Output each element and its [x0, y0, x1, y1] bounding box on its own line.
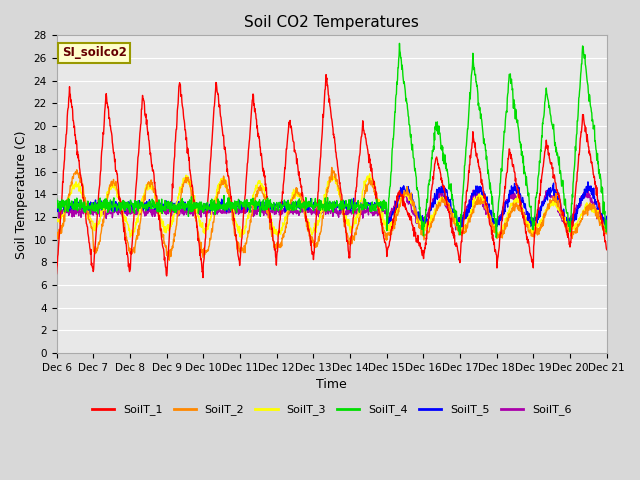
SoilT_3 — [162, 228, 170, 234]
SoilT_5 — [456, 228, 463, 234]
SoilT_1 — [175, 84, 182, 90]
SoilT_6 — [237, 208, 244, 214]
SoilT_3 — [366, 171, 374, 177]
SoilT_2 — [52, 233, 60, 239]
SoilT_1 — [603, 247, 611, 252]
SoilT_5 — [490, 218, 497, 224]
SoilT_2 — [162, 244, 170, 250]
SoilT_1 — [322, 72, 330, 77]
SoilT_4 — [396, 40, 403, 46]
Line: SoilT_5: SoilT_5 — [56, 182, 607, 231]
SoilT_1 — [199, 275, 207, 280]
SoilT_3 — [175, 191, 182, 196]
SoilT_4 — [417, 216, 425, 222]
SoilT_6 — [417, 224, 425, 229]
SoilT_1 — [490, 236, 497, 242]
SoilT_2 — [166, 257, 173, 263]
SoilT_5 — [584, 179, 592, 185]
SoilT_4 — [538, 134, 546, 140]
SoilT_3 — [538, 216, 546, 222]
SoilT_5 — [52, 203, 60, 208]
SoilT_4 — [162, 208, 170, 214]
X-axis label: Time: Time — [316, 378, 347, 392]
SoilT_1 — [237, 246, 244, 252]
SoilT_4 — [237, 199, 244, 205]
SoilT_3 — [237, 234, 245, 240]
SoilT_2 — [418, 225, 426, 230]
SoilT_2 — [538, 224, 546, 229]
SoilT_2 — [237, 244, 244, 250]
Line: SoilT_2: SoilT_2 — [56, 168, 607, 260]
SoilT_5 — [417, 214, 425, 219]
Line: SoilT_6: SoilT_6 — [56, 190, 607, 230]
SoilT_6 — [538, 199, 546, 204]
SoilT_1 — [538, 171, 546, 177]
SoilT_6 — [490, 217, 497, 223]
SoilT_1 — [162, 264, 170, 270]
SoilT_6 — [452, 227, 460, 233]
SoilT_6 — [175, 213, 182, 218]
SoilT_1 — [52, 271, 60, 276]
SoilT_5 — [237, 201, 244, 207]
SoilT_4 — [52, 196, 60, 202]
SoilT_5 — [603, 214, 611, 219]
SoilT_6 — [162, 210, 170, 216]
SoilT_4 — [175, 207, 182, 213]
SoilT_4 — [492, 235, 500, 240]
Line: SoilT_1: SoilT_1 — [56, 74, 607, 277]
SoilT_2 — [328, 165, 335, 170]
SoilT_5 — [538, 202, 545, 207]
Line: SoilT_4: SoilT_4 — [56, 43, 607, 238]
SoilT_6 — [52, 207, 60, 213]
SoilT_3 — [490, 227, 497, 233]
Title: Soil CO2 Temperatures: Soil CO2 Temperatures — [244, 15, 419, 30]
SoilT_6 — [603, 219, 611, 225]
SoilT_2 — [603, 226, 611, 232]
SoilT_1 — [418, 250, 426, 255]
SoilT_5 — [175, 199, 182, 204]
Text: SI_soilco2: SI_soilco2 — [62, 47, 127, 60]
Y-axis label: Soil Temperature (C): Soil Temperature (C) — [15, 130, 28, 259]
SoilT_3 — [603, 224, 611, 230]
Legend: SoilT_1, SoilT_2, SoilT_3, SoilT_4, SoilT_5, SoilT_6: SoilT_1, SoilT_2, SoilT_3, SoilT_4, Soil… — [88, 400, 576, 420]
SoilT_3 — [237, 230, 244, 236]
SoilT_3 — [52, 216, 60, 222]
SoilT_4 — [603, 227, 611, 232]
SoilT_3 — [418, 225, 426, 230]
SoilT_4 — [490, 208, 497, 214]
SoilT_2 — [490, 228, 497, 234]
SoilT_2 — [175, 202, 183, 207]
SoilT_6 — [472, 187, 480, 192]
Line: SoilT_3: SoilT_3 — [56, 174, 607, 237]
SoilT_5 — [162, 205, 170, 211]
